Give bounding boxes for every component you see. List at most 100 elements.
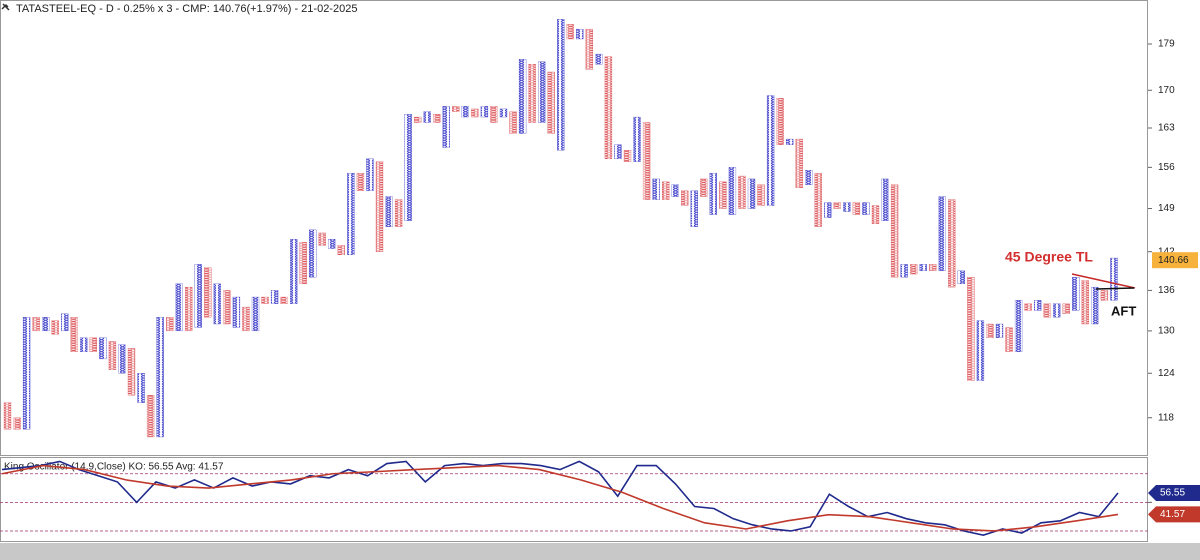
pnf-column [70, 317, 78, 352]
oscillator-title: King Oscillator (14,9,Close) KO: 56.55 A… [4, 462, 224, 473]
pnf-column [833, 202, 841, 209]
pnf-column [280, 296, 288, 304]
y-tick-label: 124 [1158, 368, 1175, 379]
y-tick-label: 163 [1158, 123, 1175, 134]
annotation: AFT [1111, 303, 1136, 318]
y-tick-label: 118 [1158, 412, 1174, 423]
pnf-column [347, 172, 355, 256]
pnf-column [509, 111, 517, 134]
pnf-column [700, 178, 708, 197]
y-tick-label: 156 [1158, 162, 1175, 173]
pnf-column [538, 61, 546, 123]
value-tag-label: 56.55 [1160, 488, 1185, 499]
pnf-column [957, 270, 965, 284]
pnf-column [528, 64, 536, 123]
pnf-column [1062, 303, 1070, 314]
pnf-column [671, 184, 679, 197]
pnf-column [709, 172, 717, 215]
pnf-column [995, 323, 1004, 338]
pnf-column [356, 172, 365, 191]
pnf-column [108, 341, 117, 370]
pnf-column [566, 24, 574, 40]
pnf-column [1091, 286, 1099, 325]
pnf-column [576, 28, 584, 40]
pnf-column [681, 190, 689, 206]
pnf-column [786, 138, 794, 145]
pnf-column [1005, 327, 1013, 352]
pnf-column [910, 264, 918, 275]
y-tick-label: 149 [1158, 203, 1175, 214]
oscillator-panel [0, 457, 1148, 542]
pnf-column [518, 59, 527, 134]
pnf-column [1053, 303, 1061, 318]
pnf-column [766, 95, 775, 206]
pnf-column [642, 122, 651, 200]
pnf-column [871, 205, 880, 224]
pnf-column [890, 184, 899, 278]
pnf-column [404, 114, 412, 221]
pnf-column [986, 323, 994, 338]
pnf-column [61, 313, 69, 332]
pnf-column [80, 337, 88, 352]
pnf-column [156, 317, 164, 438]
pnf-column [13, 417, 21, 430]
pnf-column [175, 283, 183, 332]
pnf-column [1014, 300, 1023, 352]
pnf-column [1072, 277, 1080, 311]
price-tag [1152, 252, 1198, 269]
pnf-column [146, 395, 155, 438]
pnf-column [251, 296, 260, 332]
pnf-column [309, 229, 317, 278]
pnf-column [805, 170, 813, 185]
pnf-column [433, 114, 441, 123]
pnf-column [290, 238, 298, 304]
pnf-column [232, 296, 241, 328]
pnf-column [719, 181, 727, 209]
wrench-icon [1, 3, 10, 11]
y-tick-label: 179 [1158, 39, 1175, 50]
pnf-column [261, 296, 269, 304]
pnf-column [557, 19, 565, 151]
pnf-column [185, 286, 193, 332]
pnf-column [728, 167, 737, 215]
pnf-column [51, 320, 59, 335]
pnf-column [1100, 290, 1109, 301]
pnf-column [595, 53, 603, 65]
pnf-column [881, 178, 889, 221]
pnf-column [795, 138, 803, 188]
trend-line [1071, 273, 1136, 289]
value-tag [1148, 484, 1200, 501]
pnf-column [757, 184, 765, 206]
chart-title: TATASTEEL-EQ - D - 0.25% x 3 - CMP: 140.… [16, 3, 357, 15]
pnf-column [213, 283, 221, 325]
pnf-column [976, 320, 985, 381]
pnf-column [118, 344, 126, 374]
oscillator-line [1, 460, 1119, 536]
aft-line [1095, 287, 1135, 290]
pnf-column [318, 232, 326, 246]
pnf-column [499, 108, 508, 118]
pnf-column [948, 199, 956, 288]
pnf-column [824, 202, 832, 218]
pnf-column [585, 28, 593, 70]
pnf-column [480, 106, 489, 118]
pnf-column [862, 202, 870, 215]
price-panel [0, 0, 1148, 456]
pnf-column [166, 317, 174, 332]
pnf-column [614, 144, 622, 159]
pnf-column [423, 111, 431, 123]
pnf-column [633, 116, 641, 162]
pnf-column [843, 202, 851, 212]
pnf-column [194, 264, 202, 328]
pnf-column [690, 190, 698, 227]
y-tick-label: 142 [1158, 246, 1175, 257]
pnf-column [919, 264, 927, 271]
pnf-column [442, 106, 450, 148]
pnf-column [223, 290, 231, 325]
pnf-column [623, 150, 632, 162]
pnf-column [137, 373, 145, 403]
price-chart [3, 19, 1118, 438]
pnf-column [22, 317, 31, 430]
